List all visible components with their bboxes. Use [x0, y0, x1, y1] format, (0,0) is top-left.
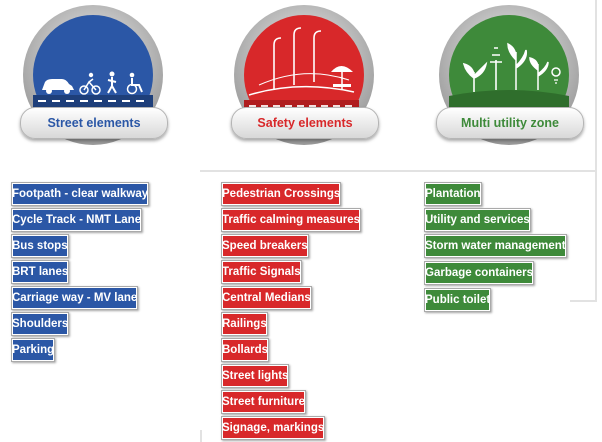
list-item: Shoulders: [11, 312, 70, 336]
list-item: Signage, markings: [221, 416, 326, 440]
list-item: Traffic calming measures: [221, 208, 362, 232]
multi-utility-title: Multi utility zone: [436, 107, 584, 139]
safety-elements-emblem: Safety elements: [229, 0, 379, 160]
safety-elements-title: Safety elements: [231, 107, 379, 139]
frame-line: [570, 300, 597, 302]
list-item: Railings: [221, 312, 268, 336]
list-item: Speed breakers: [221, 234, 309, 258]
list-item: Central Medians: [221, 286, 312, 310]
list-item: Street furniture: [221, 390, 307, 414]
list-item: Bus stops: [11, 234, 69, 258]
list-item: Footpath - clear walkway: [11, 182, 150, 206]
list-item: Parking: [11, 338, 56, 362]
street-elements-title: Street elements: [20, 107, 168, 139]
list-item: Utility and services: [424, 208, 531, 232]
list-item: BRT lanes: [11, 260, 70, 284]
list-item: Street lights: [221, 364, 290, 388]
street-elements-emblem: Street elements: [18, 0, 168, 160]
list-item: Storm water management: [424, 234, 567, 258]
list-item: Cycle Track - NMT Lane: [11, 208, 143, 232]
list-item: Pedestrian Crossings: [221, 182, 342, 206]
list-item: Traffic Signals: [221, 260, 302, 284]
multi-utility-emblem: Multi utility zone: [434, 0, 584, 160]
list-item: Plantation: [424, 182, 482, 206]
list-item: Garbage containers: [424, 261, 535, 285]
safety-elements-column: Safety elements Pedestrian Crossings Tra…: [200, 0, 400, 440]
list-item: Public toilet: [424, 288, 492, 312]
list-item: Bollards: [221, 338, 270, 362]
list-item: Carriage way - MV lane: [11, 286, 139, 310]
multi-utility-column: Multi utility zone Plantation Utility an…: [400, 0, 600, 440]
street-elements-column: Street elements Footpath - clear walkway…: [0, 0, 200, 440]
